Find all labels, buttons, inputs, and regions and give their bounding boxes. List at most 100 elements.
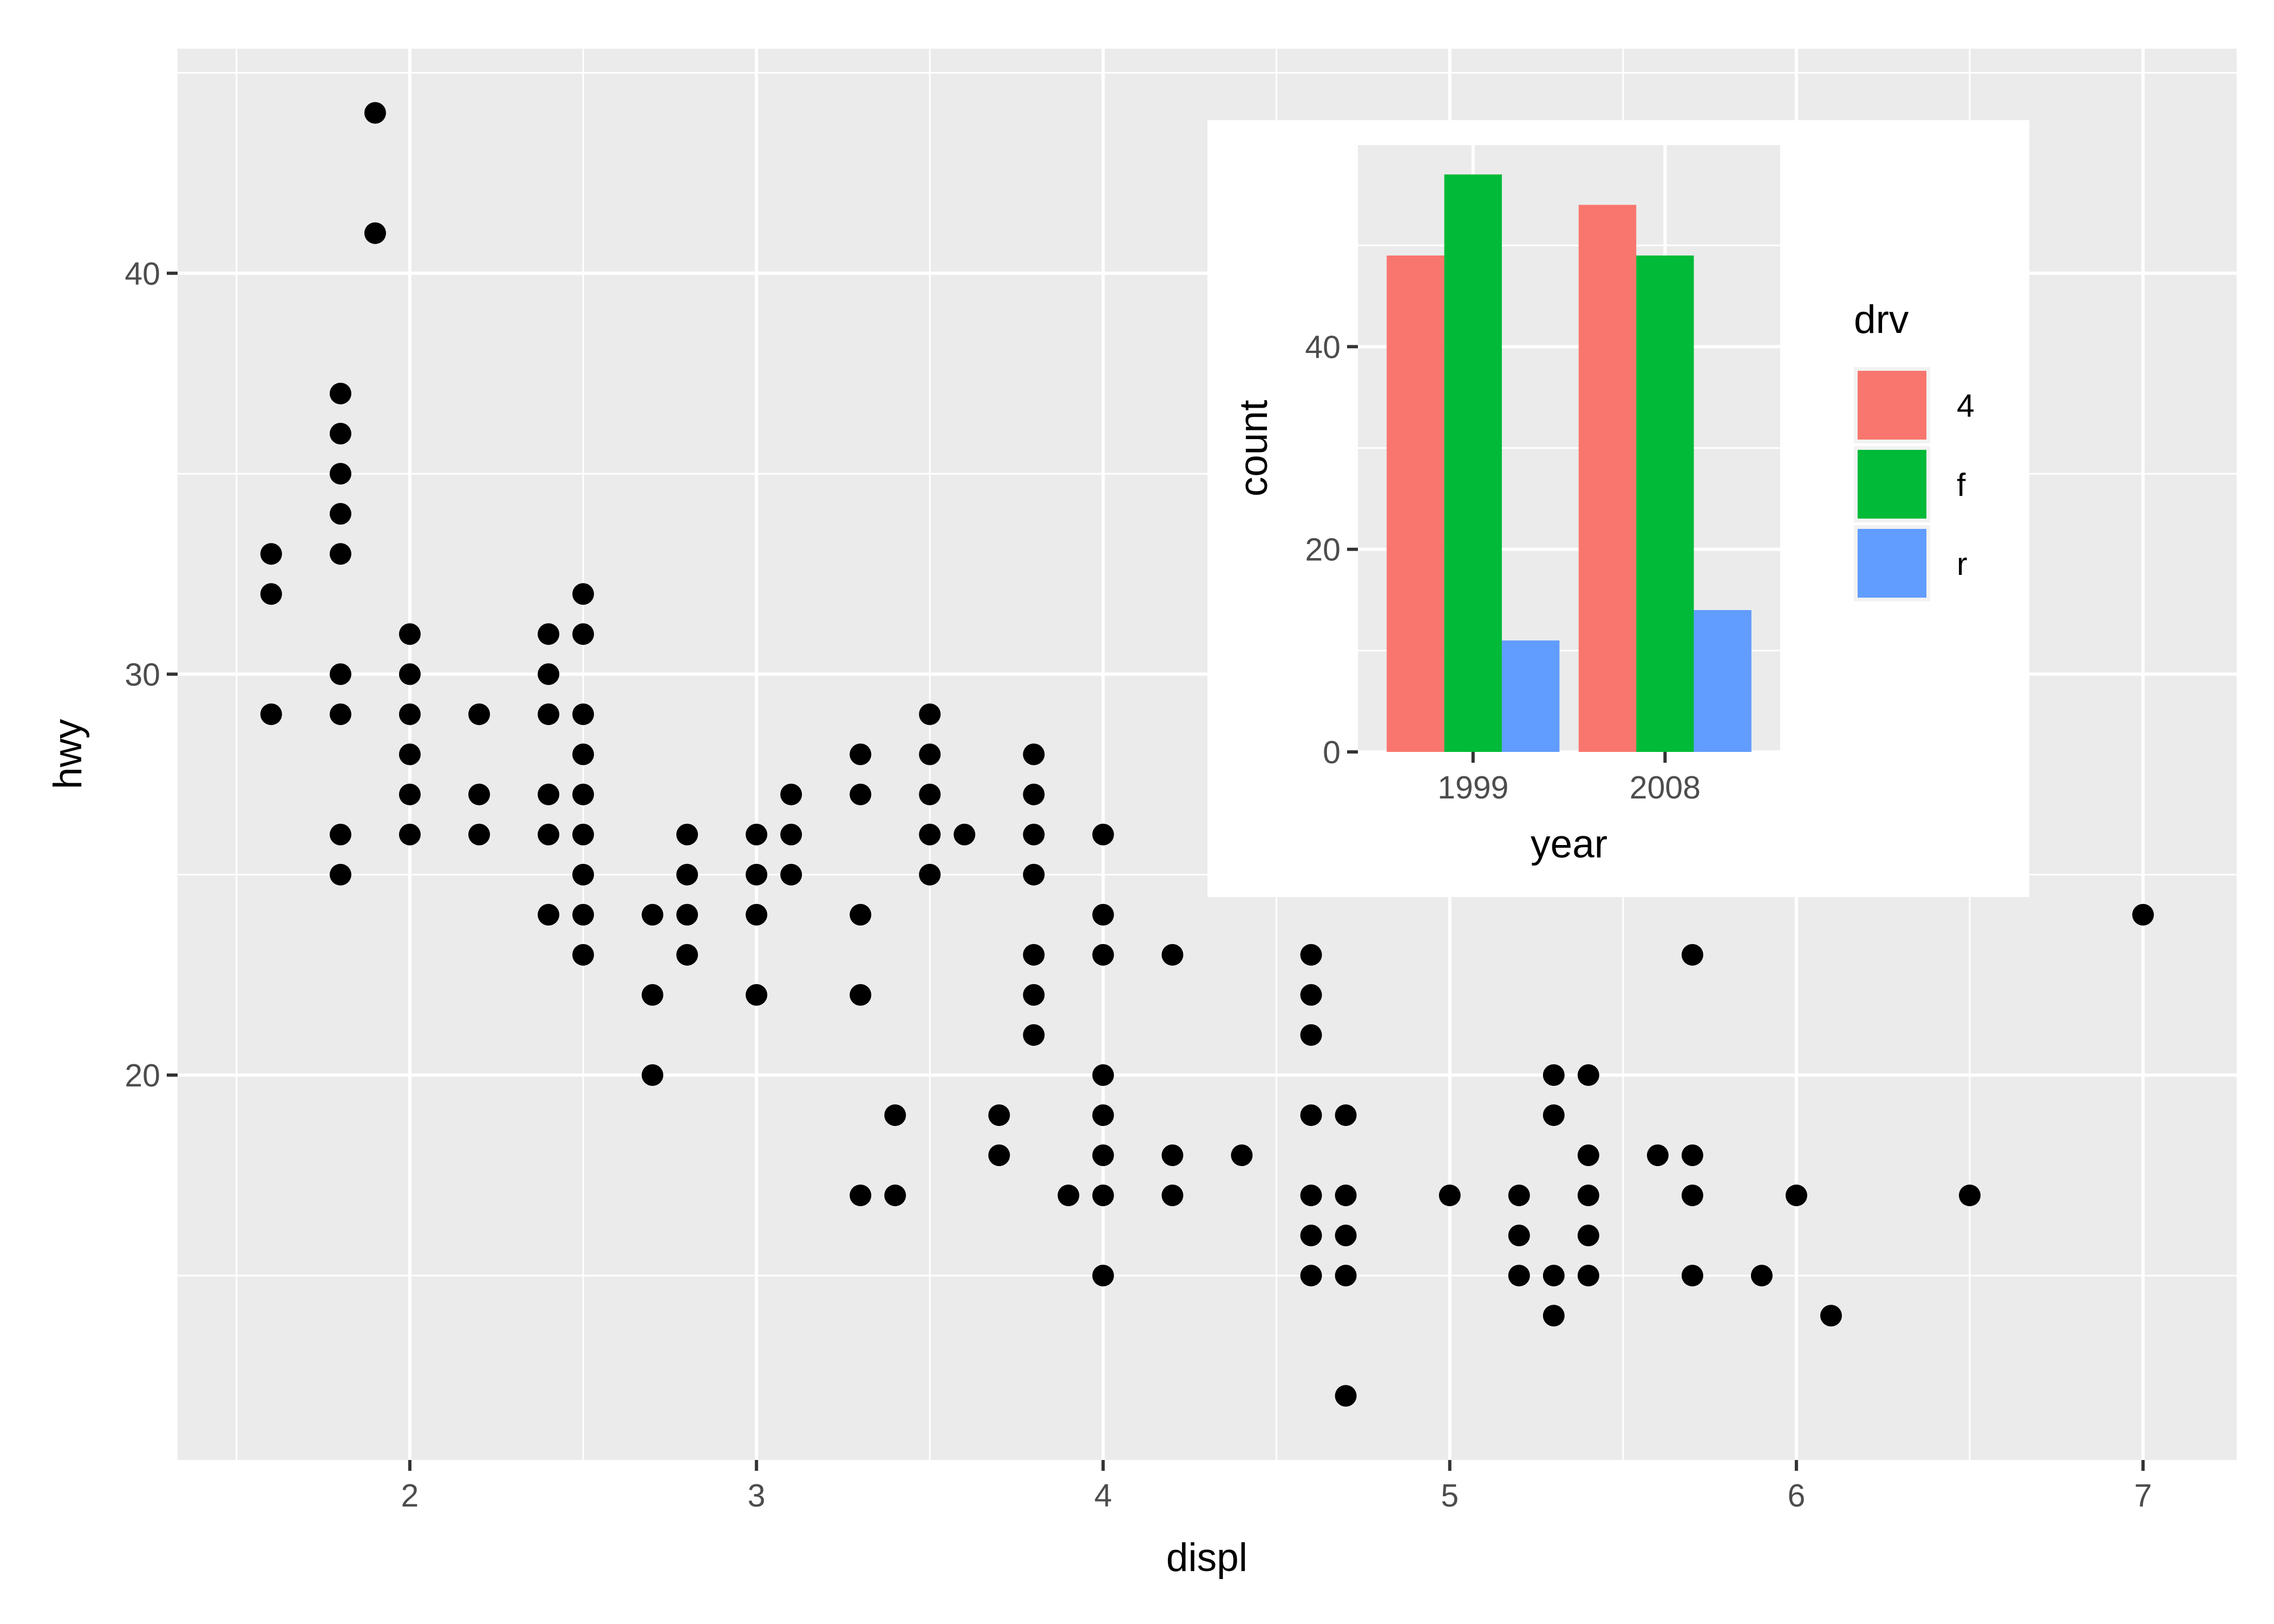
- x-tick-label: 7: [2134, 1478, 2152, 1514]
- inset-bar-chart: 0 20 40 1999 2008 year count drv 4 f r: [1207, 120, 2029, 897]
- scatter-point: [1577, 1144, 1599, 1167]
- scatter-point: [1577, 1224, 1599, 1247]
- inset-y-tick-label: 20: [1305, 532, 1341, 568]
- scatter-point: [572, 863, 594, 886]
- legend: drv 4 f r: [1854, 298, 1975, 601]
- legend-key-r: [1858, 529, 1926, 598]
- scatter-point: [398, 823, 421, 846]
- scatter-point: [329, 463, 351, 485]
- scatter-point: [1300, 1104, 1322, 1127]
- scatter-point: [538, 663, 560, 685]
- scatter-point: [1023, 783, 1045, 806]
- scatter-point: [850, 743, 872, 765]
- scatter-point: [398, 663, 421, 685]
- scatter-point: [1335, 1385, 1357, 1407]
- scatter-point: [1508, 1265, 1530, 1287]
- scatter-point: [780, 863, 802, 886]
- scatter-point: [260, 543, 282, 565]
- scatter-point: [1300, 984, 1322, 1006]
- scatter-point: [398, 743, 421, 765]
- scatter-point: [1161, 1184, 1184, 1207]
- scatter-point: [364, 222, 386, 244]
- scatter-point: [572, 783, 594, 806]
- scatter-point: [538, 823, 560, 846]
- scatter-point: [1439, 1184, 1461, 1207]
- inset-x-axis-title: year: [1531, 822, 1608, 866]
- scatter-point: [676, 944, 698, 966]
- bar-1999-4: [1387, 255, 1445, 752]
- scatter-point: [1023, 984, 1045, 1006]
- scatter-point: [1092, 1265, 1114, 1287]
- scatter-point: [329, 423, 351, 444]
- scatter-point: [1577, 1184, 1599, 1207]
- scatter-point: [1092, 823, 1114, 846]
- scatter-point: [1092, 1104, 1114, 1127]
- scatter-point: [1092, 1144, 1114, 1167]
- scatter-point: [1023, 1024, 1045, 1046]
- scatter-point: [572, 583, 594, 605]
- scatter-point: [1335, 1224, 1357, 1247]
- scatter-point: [1335, 1184, 1357, 1207]
- scatter-point: [884, 1104, 906, 1127]
- scatter-point: [850, 1184, 872, 1207]
- scatter-point: [572, 623, 594, 645]
- scatter-point: [850, 783, 872, 806]
- scatter-point: [1300, 1184, 1322, 1207]
- scatter-point: [1543, 1305, 1565, 1327]
- scatter-point: [1023, 863, 1045, 886]
- scatter-point: [1543, 1265, 1565, 1287]
- scatter-point: [572, 944, 594, 966]
- x-tick-label: 3: [748, 1478, 766, 1514]
- scatter-point: [1577, 1064, 1599, 1086]
- scatter-point: [468, 703, 491, 725]
- scatter-point: [468, 823, 491, 846]
- legend-key-f: [1858, 450, 1926, 519]
- inset-y-axis-title: count: [1232, 400, 1276, 497]
- scatter-point: [746, 903, 768, 926]
- scatter-point: [329, 823, 351, 846]
- scatter-point: [1092, 1064, 1114, 1086]
- legend-title: drv: [1854, 298, 1909, 342]
- scatter-point: [919, 743, 941, 765]
- x-tick-label: 4: [1094, 1478, 1112, 1514]
- x-tick-label: 6: [1787, 1478, 1805, 1514]
- scatter-point: [1508, 1224, 1530, 1247]
- scatter-point: [746, 823, 768, 846]
- x-tick-label: 2: [401, 1478, 419, 1514]
- scatter-point: [676, 903, 698, 926]
- scatter-point: [1577, 1265, 1599, 1287]
- scatter-point: [746, 863, 768, 886]
- scatter-point: [780, 783, 802, 806]
- scatter-point: [988, 1104, 1010, 1127]
- inset-y-tick-label: 0: [1323, 735, 1341, 770]
- scatter-point: [1543, 1064, 1565, 1086]
- scatter-point: [1300, 944, 1322, 966]
- inset-y-tick-label: 40: [1305, 329, 1341, 365]
- scatter-point: [329, 382, 351, 404]
- bar-2008-4: [1578, 205, 1637, 752]
- scatter-point: [1681, 1144, 1703, 1167]
- scatter-point: [572, 823, 594, 846]
- scatter-point: [329, 703, 351, 725]
- scatter-point: [538, 703, 560, 725]
- scatter-point: [746, 984, 768, 1006]
- scatter-point: [1231, 1144, 1253, 1167]
- scatter-point: [364, 102, 386, 124]
- scatter-point: [1023, 944, 1045, 966]
- inset-bars: [1387, 174, 1752, 752]
- scatter-point: [884, 1184, 906, 1207]
- scatter-points: [260, 102, 2154, 1407]
- scatter-point: [919, 703, 941, 725]
- y-axis-title: hwy: [46, 719, 90, 789]
- scatter-point: [538, 903, 560, 926]
- scatter-point: [988, 1144, 1010, 1167]
- scatter-point: [1092, 1184, 1114, 1207]
- legend-label-f: f: [1957, 467, 1966, 503]
- scatter-point: [260, 583, 282, 605]
- scatter-point: [572, 903, 594, 926]
- scatter-point: [919, 863, 941, 886]
- y-tick-label: 40: [125, 256, 160, 292]
- scatter-point: [642, 984, 664, 1006]
- scatter-point: [919, 823, 941, 846]
